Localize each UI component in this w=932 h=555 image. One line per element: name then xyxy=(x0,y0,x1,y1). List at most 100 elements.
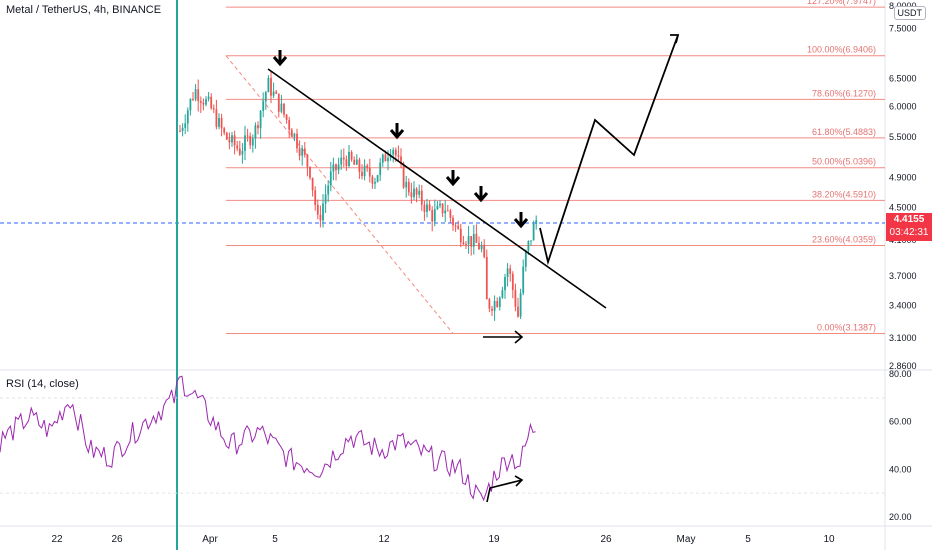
candle-body xyxy=(428,204,431,211)
candle-body xyxy=(478,242,480,250)
candle-body xyxy=(472,233,475,247)
candle-body xyxy=(316,204,319,215)
candle-body xyxy=(290,129,293,137)
candle-body xyxy=(293,133,296,137)
candle-body xyxy=(371,176,374,184)
candle-body xyxy=(303,148,306,155)
time-tick-label: 10 xyxy=(823,534,835,545)
candle-body xyxy=(465,244,467,246)
candle-body xyxy=(262,101,265,111)
fib-level-label: 127.20%(7.9747) xyxy=(807,0,876,6)
candle-body xyxy=(402,163,405,188)
candle-body xyxy=(413,188,415,198)
candle-body xyxy=(449,210,452,218)
down-arrowhead xyxy=(389,129,405,140)
time-tick-label: 5 xyxy=(745,534,751,545)
candle-body xyxy=(179,130,181,132)
candle-body xyxy=(306,154,309,167)
current-price-label: 4.4155 xyxy=(893,214,925,225)
down-arrowhead xyxy=(473,192,489,203)
candle-body xyxy=(348,151,350,166)
candle-body xyxy=(441,203,444,214)
candle-body xyxy=(431,210,434,222)
rsi-tick-label: 40.00 xyxy=(889,464,912,474)
candle-body xyxy=(519,293,522,317)
candle-body xyxy=(439,203,441,206)
candle-body xyxy=(337,164,340,171)
candle-body xyxy=(444,210,447,214)
candle-body xyxy=(527,240,530,251)
bar-countdown-label: 03:42:31 xyxy=(889,227,929,238)
candle-body xyxy=(379,162,382,176)
candle-body xyxy=(415,188,418,195)
candle-body xyxy=(433,209,436,222)
candle-body xyxy=(410,192,413,198)
candle-body xyxy=(228,139,231,143)
candle-body xyxy=(457,225,460,229)
candle-body xyxy=(280,103,283,112)
currency-tag[interactable]: USDT xyxy=(893,6,926,20)
candle-body xyxy=(368,168,371,177)
candle-body xyxy=(470,235,473,247)
time-tick-label: 12 xyxy=(378,534,390,545)
candle-body xyxy=(212,108,215,110)
candle-body xyxy=(314,190,317,205)
candle-body xyxy=(275,91,278,94)
candle-body xyxy=(249,135,252,146)
candle-body xyxy=(496,301,499,307)
candle-body xyxy=(394,149,397,156)
candle-body xyxy=(418,190,421,195)
candle-body xyxy=(329,171,332,186)
candle-body xyxy=(218,117,220,127)
candle-body xyxy=(504,276,506,291)
candle-body xyxy=(532,223,535,241)
candle-body xyxy=(358,159,361,172)
candle-body xyxy=(270,77,272,96)
candle-body xyxy=(233,135,236,146)
rsi-line xyxy=(0,375,536,502)
rsi-tick-label: 80.00 xyxy=(889,369,912,379)
candle-body xyxy=(517,306,519,317)
price-tick-label: 3.1000 xyxy=(889,333,917,343)
candle-body xyxy=(514,289,517,307)
candle-body xyxy=(387,157,389,162)
candle-body xyxy=(205,99,207,105)
time-tick-label: Apr xyxy=(202,534,218,545)
candle-body xyxy=(353,159,356,165)
candle-body xyxy=(459,228,462,243)
time-tick-label: 22 xyxy=(51,534,63,545)
fib-level-label: 38.20%(4.5910) xyxy=(812,189,876,199)
candle-body xyxy=(236,145,239,149)
rsi-legend: RSI (14, close) xyxy=(6,378,79,390)
candle-body xyxy=(340,157,343,165)
candle-body xyxy=(509,268,512,274)
candle-body xyxy=(522,266,525,294)
candle-body xyxy=(446,210,449,212)
candle-body xyxy=(223,128,226,133)
candle-body xyxy=(327,185,330,195)
candle-body xyxy=(298,148,301,156)
candle-body xyxy=(184,123,187,128)
candle-body xyxy=(485,256,488,300)
candle-body xyxy=(345,159,348,166)
candle-body xyxy=(363,165,366,177)
time-tick-label: 5 xyxy=(272,534,278,545)
fib-level-label: 23.60%(4.0359) xyxy=(812,234,876,244)
candle-body xyxy=(480,245,483,250)
fib-level-label: 0.00%(3.1387) xyxy=(817,322,876,332)
candle-body xyxy=(361,171,363,177)
candle-body xyxy=(181,127,184,131)
candle-body xyxy=(322,203,324,221)
candle-body xyxy=(259,110,262,129)
candle-body xyxy=(366,165,369,169)
candle-body xyxy=(220,117,223,129)
candle-body xyxy=(384,154,387,162)
candle-body xyxy=(267,77,270,93)
candle-body xyxy=(309,166,311,178)
candle-body xyxy=(296,133,298,149)
candle-body xyxy=(189,98,192,111)
candle-body xyxy=(324,194,327,204)
candle-body xyxy=(319,214,322,221)
